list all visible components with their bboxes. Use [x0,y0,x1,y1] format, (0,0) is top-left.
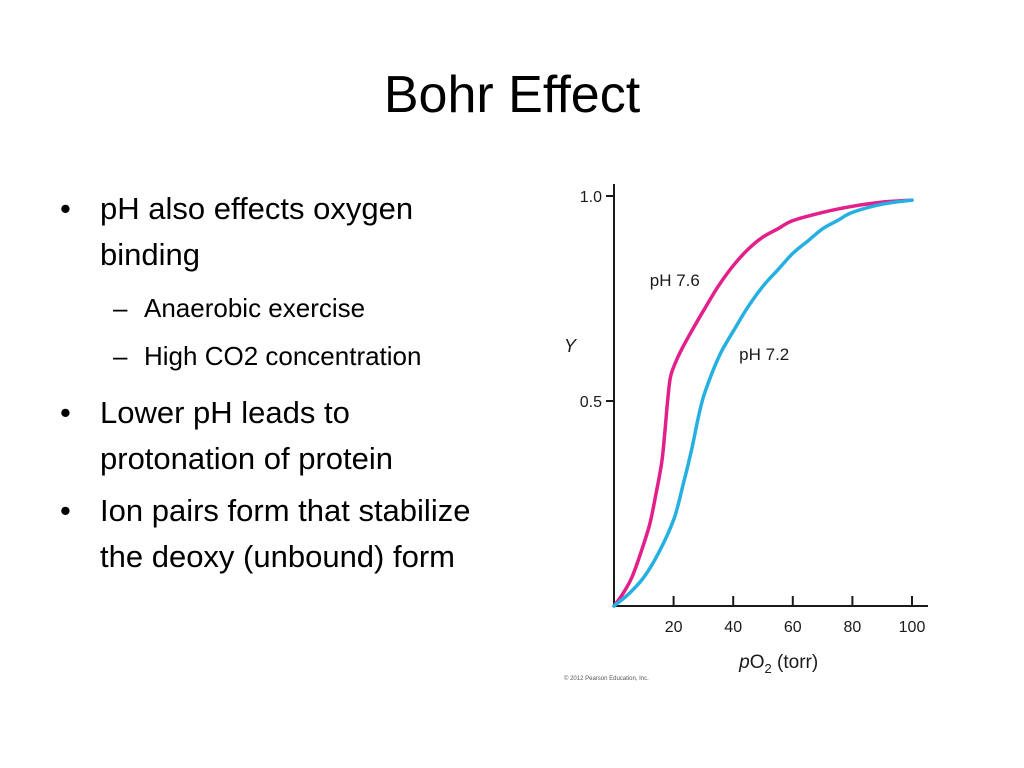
series-label-ph-7-6: pH 7.6 [650,271,700,290]
x-axis-title-prefix: p [738,652,750,673]
series-label-ph-7-2: pH 7.2 [739,345,789,364]
oxygen-binding-chart: 20 40 60 80 100 0.5 1.0 pH 7.6 pH 7.2 Y pO2 (t… [564,184,928,682]
x-axis-title-suffix: (torr) [772,652,818,673]
x-tick-label: 40 [724,619,742,636]
bullet-lower-ph: Lower pH leads to protonation of protein [58,390,498,482]
sub-bullet-co2: High CO2 concentration [58,332,498,380]
x-tick-label: 100 [899,619,926,636]
bullet-content: pH also effects oxygen binding Anaerobic… [58,186,498,580]
bullet-ion-pairs: Ion pairs form that stabilize the deoxy … [58,488,498,580]
chart-curves [612,198,914,608]
series-line-ph-7-6 [612,198,914,608]
sub-bullet-list: Anaerobic exercise High CO2 concentratio… [58,284,498,380]
x-tick-label: 80 [844,619,862,636]
copyright-notice: © 2012 Pearson Education, Inc. [564,675,649,682]
x-axis-title-main: O [750,652,765,673]
bullet-list-2: Lower pH leads to protonation of protein… [58,390,498,580]
chart-axes [613,184,928,607]
chart-ticks: 20 40 60 80 100 0.5 1.0 [580,189,926,636]
slide-title: Bohr Effect [383,66,641,124]
x-tick-label: 20 [665,619,683,636]
y-axis-title: Y [564,336,578,356]
bullet-ph-effects: pH also effects oxygen binding [58,186,498,278]
sub-bullet-anaerobic: Anaerobic exercise [58,284,498,332]
y-tick-label: 0.5 [580,394,602,411]
y-tick-label: 1.0 [580,189,602,206]
series-line-ph-7-2 [612,198,914,608]
x-tick-label: 60 [784,619,802,636]
bullet-list: pH also effects oxygen binding [58,186,498,278]
x-axis-title: pO2 (torr) [738,652,818,676]
x-axis-title-sub: 2 [765,661,772,676]
